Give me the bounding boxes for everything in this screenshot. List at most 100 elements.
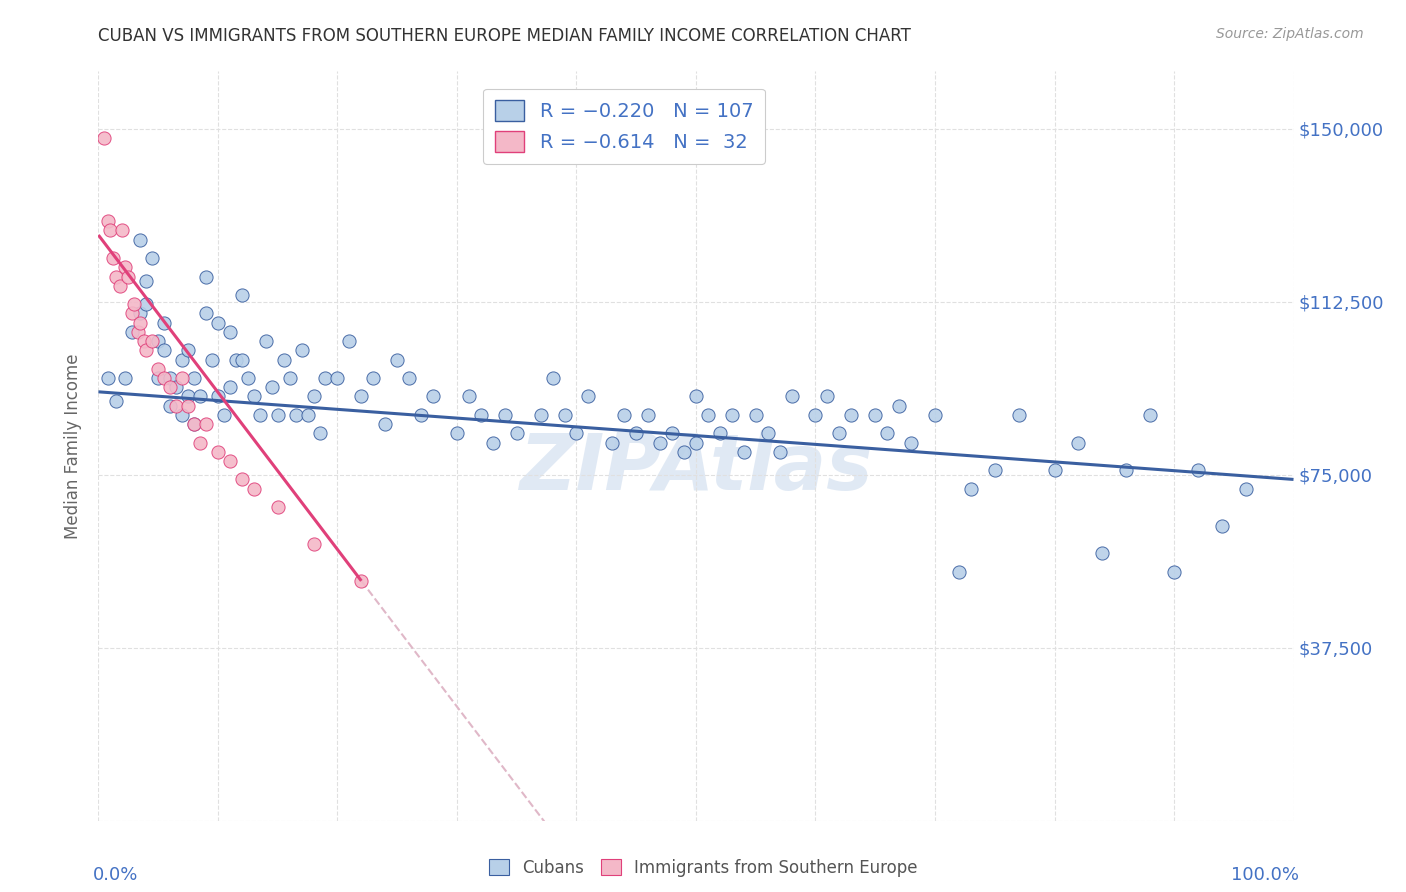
Text: CUBAN VS IMMIGRANTS FROM SOUTHERN EUROPE MEDIAN FAMILY INCOME CORRELATION CHART: CUBAN VS IMMIGRANTS FROM SOUTHERN EUROPE…: [98, 27, 911, 45]
Point: [243, 482, 266, 496]
Point: [231, 352, 253, 367]
Point: [541, 371, 564, 385]
Point: [188, 389, 211, 403]
Point: [411, 408, 433, 422]
Point: [97, 214, 120, 228]
Point: [815, 389, 838, 403]
Legend: R = −0.220   N = 107, R = −0.614   N =  32: R = −0.220 N = 107, R = −0.614 N = 32: [484, 88, 765, 164]
Point: [470, 408, 492, 422]
Point: [135, 343, 157, 358]
Point: [865, 408, 887, 422]
Point: [219, 380, 242, 394]
Point: [648, 435, 672, 450]
Point: [148, 371, 170, 385]
Point: [506, 426, 529, 441]
Point: [661, 426, 683, 441]
Point: [105, 394, 128, 409]
Point: [924, 408, 946, 422]
Point: [183, 417, 205, 431]
Point: [685, 435, 707, 450]
Point: [1139, 408, 1161, 422]
Point: [172, 352, 194, 367]
Point: [249, 408, 271, 422]
Point: [697, 408, 720, 422]
Point: [876, 426, 898, 441]
Point: [231, 472, 253, 486]
Point: [984, 463, 1007, 477]
Point: [172, 371, 194, 385]
Point: [385, 352, 409, 367]
Point: [1067, 435, 1090, 450]
Point: [177, 389, 200, 403]
Legend: Cubans, Immigrants from Southern Europe: Cubans, Immigrants from Southern Europe: [482, 853, 924, 884]
Point: [602, 435, 624, 450]
Point: [129, 306, 152, 320]
Point: [225, 352, 247, 367]
Point: [183, 417, 205, 431]
Text: ZIPAtlas: ZIPAtlas: [519, 431, 873, 507]
Point: [135, 274, 157, 288]
Point: [165, 399, 187, 413]
Point: [188, 435, 211, 450]
Point: [195, 306, 218, 320]
Point: [153, 343, 176, 358]
Point: [709, 426, 731, 441]
Point: [308, 426, 330, 441]
Point: [284, 408, 307, 422]
Point: [159, 371, 181, 385]
Point: [768, 444, 790, 458]
Point: [326, 371, 349, 385]
Point: [302, 389, 325, 403]
Point: [114, 371, 136, 385]
Point: [231, 288, 253, 302]
Point: [177, 343, 200, 358]
Point: [124, 297, 146, 311]
Point: [350, 574, 373, 588]
Point: [108, 278, 131, 293]
Point: [219, 325, 242, 339]
Point: [135, 297, 157, 311]
Point: [745, 408, 768, 422]
Point: [260, 380, 283, 394]
Point: [1043, 463, 1066, 477]
Point: [121, 306, 143, 320]
Point: [398, 371, 420, 385]
Point: [637, 408, 659, 422]
Point: [721, 408, 744, 422]
Point: [273, 352, 295, 367]
Point: [900, 435, 922, 450]
Point: [127, 325, 149, 339]
Point: [201, 352, 224, 367]
Point: [267, 408, 290, 422]
Point: [195, 269, 218, 284]
Text: Source: ZipAtlas.com: Source: ZipAtlas.com: [1216, 27, 1364, 41]
Point: [339, 334, 361, 348]
Point: [207, 389, 229, 403]
Point: [159, 399, 181, 413]
Point: [1008, 408, 1031, 422]
Point: [1234, 482, 1257, 496]
Point: [494, 408, 516, 422]
Point: [297, 408, 319, 422]
Point: [685, 389, 707, 403]
Point: [105, 269, 128, 284]
Point: [1091, 546, 1114, 560]
Point: [195, 417, 218, 431]
Point: [1163, 565, 1185, 579]
Point: [177, 399, 200, 413]
Point: [153, 371, 176, 385]
Point: [446, 426, 468, 441]
Point: [159, 380, 181, 394]
Point: [481, 435, 505, 450]
Point: [960, 482, 983, 496]
Point: [948, 565, 970, 579]
Point: [148, 361, 170, 376]
Point: [422, 389, 444, 403]
Point: [93, 131, 115, 145]
Point: [1187, 463, 1209, 477]
Point: [141, 251, 163, 265]
Point: [101, 251, 124, 265]
Point: [129, 316, 152, 330]
Point: [1211, 518, 1233, 533]
Point: [889, 399, 911, 413]
